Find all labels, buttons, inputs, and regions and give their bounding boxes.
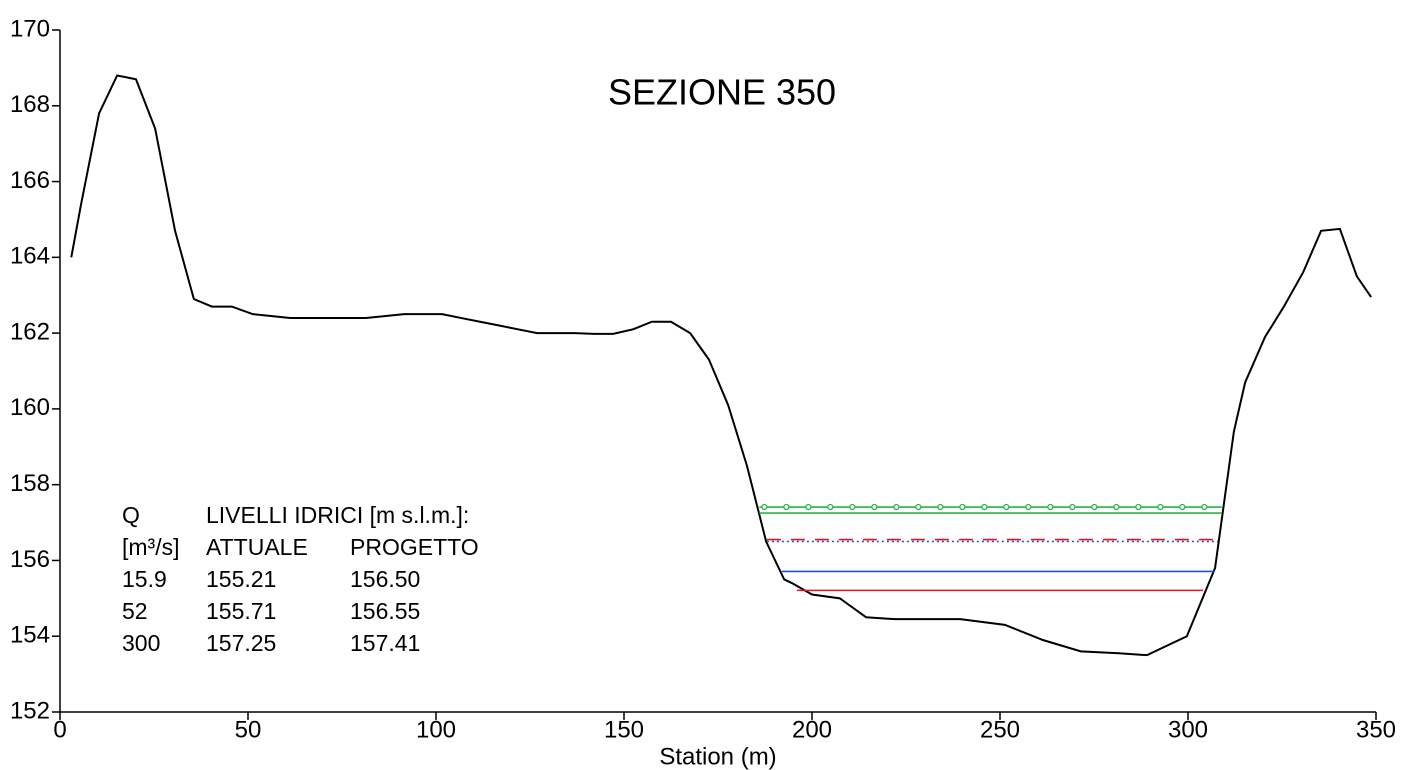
- table-cell: 155.21: [206, 566, 276, 592]
- x-tick-label: 250: [980, 716, 1020, 743]
- table-cell: 156.50: [350, 566, 420, 592]
- water-level-marker: [1135, 503, 1142, 511]
- water-level-marker: [1179, 503, 1186, 511]
- table-cell: 15.9: [122, 566, 167, 592]
- water-level-marker: [1091, 503, 1098, 511]
- table-cell: 300: [122, 630, 160, 656]
- y-tick-label: 154: [10, 622, 50, 649]
- table-cell: 157.41: [350, 630, 420, 656]
- x-tick-label: 150: [604, 716, 644, 743]
- table-cell: 52: [122, 598, 148, 624]
- y-tick-label: 152: [10, 697, 50, 724]
- x-tick-label: 100: [416, 716, 456, 743]
- x-tick-label: 200: [792, 716, 832, 743]
- y-tick-label: 166: [10, 167, 50, 194]
- water-level-marker: [783, 503, 790, 511]
- table-header: Q: [122, 502, 140, 528]
- chart-title: SEZIONE 350: [608, 72, 836, 113]
- x-tick-label: 50: [235, 716, 262, 743]
- water-level-marker: [1047, 503, 1054, 511]
- y-tick-label: 162: [10, 318, 50, 345]
- ground-profile: [70, 74, 1372, 657]
- table-header: LIVELLI IDRICI [m s.l.m.]:: [206, 502, 469, 528]
- table-header: [m³/s]: [122, 534, 180, 560]
- y-tick-label: 160: [10, 394, 50, 421]
- x-tick-label: 300: [1168, 716, 1208, 743]
- x-tick-label: 350: [1356, 716, 1396, 743]
- water-level-marker: [981, 503, 988, 511]
- water-level-marker: [1201, 503, 1208, 511]
- table-cell: 155.71: [206, 598, 276, 624]
- water-level-marker: [1003, 503, 1010, 511]
- table-header: PROGETTO: [350, 534, 479, 560]
- water-level-marker: [937, 503, 944, 511]
- water-level-marker: [959, 503, 966, 511]
- y-tick-label: 158: [10, 470, 50, 497]
- water-level-marker: [1113, 503, 1120, 511]
- y-tick-label: 156: [10, 546, 50, 573]
- water-level-marker: [893, 503, 900, 511]
- water-level-marker: [849, 503, 856, 511]
- y-tick-label: 164: [10, 243, 50, 270]
- water-level-marker: [1157, 503, 1164, 511]
- table-header: ATTUALE: [206, 534, 308, 560]
- water-level-marker: [827, 503, 834, 511]
- x-axis-label: Station (m): [659, 743, 776, 770]
- water-level-marker: [1069, 503, 1076, 511]
- water-level-marker: [1025, 503, 1032, 511]
- table-cell: 157.25: [206, 630, 276, 656]
- y-tick-label: 170: [10, 15, 50, 42]
- water-level-marker: [871, 503, 878, 511]
- y-tick-label: 168: [10, 91, 50, 118]
- water-level-marker: [761, 503, 768, 511]
- water-level-marker: [915, 503, 922, 511]
- x-tick-label: 0: [53, 716, 66, 743]
- table-cell: 156.55: [350, 598, 420, 624]
- water-level-marker: [805, 503, 812, 511]
